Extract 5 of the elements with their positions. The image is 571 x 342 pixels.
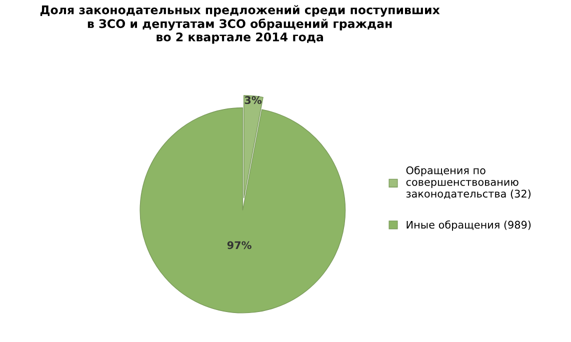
chart-title: Доля законодательных предложений среди поступивших в ЗСО и депутатам ЗСО обращений граждан во 2 квартале 2014 года [40,5,440,44]
data-label: 97% [227,241,252,250]
legend-label: Иные обращения (989) [406,220,531,231]
legend-label: Обращения по совершенствованию законодательства (32) [406,166,531,199]
data-label: 3% [244,96,262,104]
